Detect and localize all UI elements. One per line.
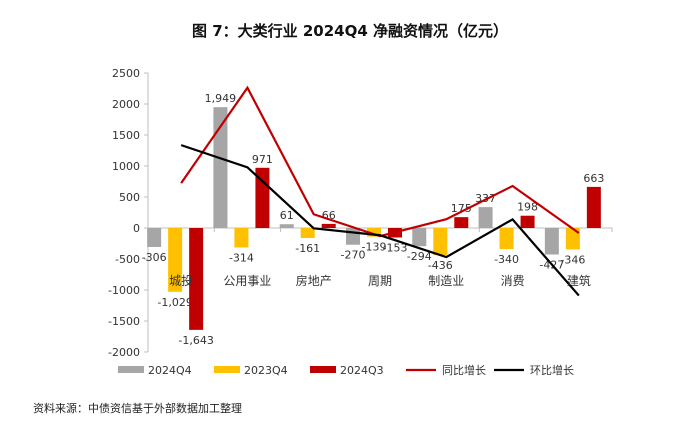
- legend-label: 2024Q3: [340, 364, 384, 377]
- data-label-2024Q4: 1,949: [205, 92, 237, 105]
- data-label-2023Q4: -314: [229, 251, 254, 264]
- category-label: 消费: [501, 274, 525, 288]
- line-同比增长: [180, 85, 580, 238]
- data-label-2024Q4: -270: [341, 249, 366, 262]
- bar-2024Q3: [255, 167, 270, 228]
- legend-swatch-2024Q4: [118, 366, 144, 373]
- data-label-2024Q3: -1,643: [178, 334, 213, 347]
- line-环比增长: [180, 144, 580, 297]
- data-label-2023Q4: -436: [428, 259, 453, 272]
- data-label-2024Q3: -153: [383, 241, 408, 254]
- data-label-2024Q3: 175: [451, 202, 472, 215]
- y-tick-label: 1500: [112, 129, 140, 142]
- data-label-2023Q4: -1,029: [157, 296, 192, 309]
- data-label-2023Q4: -161: [295, 242, 320, 255]
- category-label: 城投: [169, 273, 193, 288]
- bar-2024Q4: [147, 228, 162, 247]
- y-tick-label: -500: [115, 253, 140, 266]
- bar-2024Q3: [520, 215, 535, 228]
- legend-swatch-2024Q3: [310, 366, 336, 373]
- bar-2024Q4: [346, 228, 360, 245]
- y-tick-label: 0: [133, 222, 140, 235]
- bar-2024Q3: [189, 228, 204, 330]
- y-tick-label: -2000: [108, 346, 140, 359]
- bar-2023Q4: [433, 228, 448, 256]
- bar-2023Q4: [367, 228, 381, 237]
- category-label: 建筑: [567, 273, 591, 288]
- data-label-2023Q4: -139: [362, 241, 387, 254]
- category-label: 公用事业: [223, 274, 271, 288]
- y-tick-label: -1000: [108, 284, 140, 297]
- legend-label: 同比增长: [442, 363, 486, 377]
- bar-2023Q4: [565, 228, 580, 250]
- y-tick-label: 1000: [112, 160, 140, 173]
- bar-2023Q4: [300, 228, 315, 238]
- bar-2024Q3: [454, 217, 469, 228]
- y-tick-label: 2500: [112, 67, 140, 80]
- legend-label: 2023Q4: [244, 364, 288, 377]
- bar-2023Q4: [168, 228, 183, 292]
- data-label-2024Q3: 198: [517, 201, 538, 214]
- data-label-2024Q3: 971: [252, 153, 273, 166]
- legend-label: 2024Q4: [148, 364, 192, 377]
- source-note: 资料来源：中债资信基于外部数据加工整理: [33, 402, 242, 415]
- bar-2024Q4: [213, 107, 228, 228]
- y-tick-label: -1500: [108, 315, 140, 328]
- category-label: 周期: [368, 274, 392, 288]
- bar-2024Q4: [412, 228, 427, 247]
- y-tick-label: 2000: [112, 98, 140, 111]
- bar-2024Q4: [478, 207, 493, 228]
- y-tick-label: 500: [119, 191, 140, 204]
- bar-2023Q4: [499, 228, 514, 250]
- category-label: 制造业: [428, 274, 464, 288]
- data-label-2024Q4: -294: [407, 250, 432, 263]
- chart-title: 图 7：大类行业 2024Q4 净融资情况（亿元）: [191, 22, 509, 40]
- data-label-2024Q3: 663: [583, 172, 604, 185]
- bar-2024Q4: [544, 228, 559, 255]
- data-label-2024Q4: 61: [280, 209, 294, 222]
- bar-2024Q3: [586, 186, 601, 228]
- bar-2024Q4: [279, 224, 294, 228]
- data-label-2023Q4: -346: [560, 253, 585, 266]
- category-label: 房地产: [296, 273, 332, 288]
- data-label-2024Q4: -306: [142, 251, 167, 264]
- data-label-2023Q4: -340: [494, 253, 519, 266]
- bar-2024Q3: [321, 223, 336, 228]
- legend-swatch-2023Q4: [214, 366, 240, 373]
- bar-2023Q4: [234, 228, 249, 248]
- legend-label: 环比增长: [530, 363, 574, 377]
